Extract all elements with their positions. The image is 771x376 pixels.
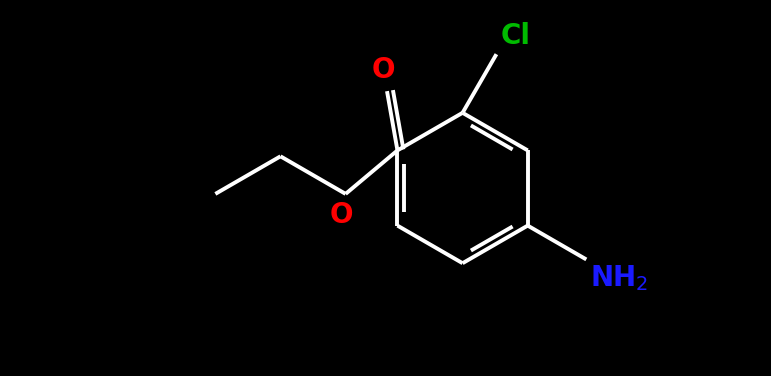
Text: O: O xyxy=(372,56,395,83)
Text: O: O xyxy=(330,202,354,229)
Text: NH$_2$: NH$_2$ xyxy=(590,263,648,293)
Text: Cl: Cl xyxy=(500,23,530,50)
